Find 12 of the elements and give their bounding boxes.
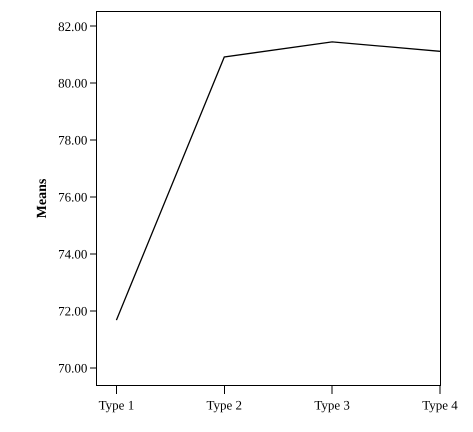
x-tick-label: Type 3 xyxy=(314,398,350,413)
y-tick-label: 80.00 xyxy=(58,76,88,91)
y-tick-label: 78.00 xyxy=(58,132,88,148)
y-tick-label: 82.00 xyxy=(58,18,88,34)
y-tick-label: 70.00 xyxy=(58,360,88,376)
x-tick-label: Type 1 xyxy=(98,398,134,413)
y-tick-label: 76.00 xyxy=(58,190,88,205)
x-tick-label: Type 2 xyxy=(206,398,242,413)
x-tick-label: Type 4 xyxy=(422,398,458,413)
y-tick-label: 74.00 xyxy=(58,246,88,262)
y-tick-label: 72.00 xyxy=(58,304,88,319)
y-axis-title: Means xyxy=(34,178,50,218)
